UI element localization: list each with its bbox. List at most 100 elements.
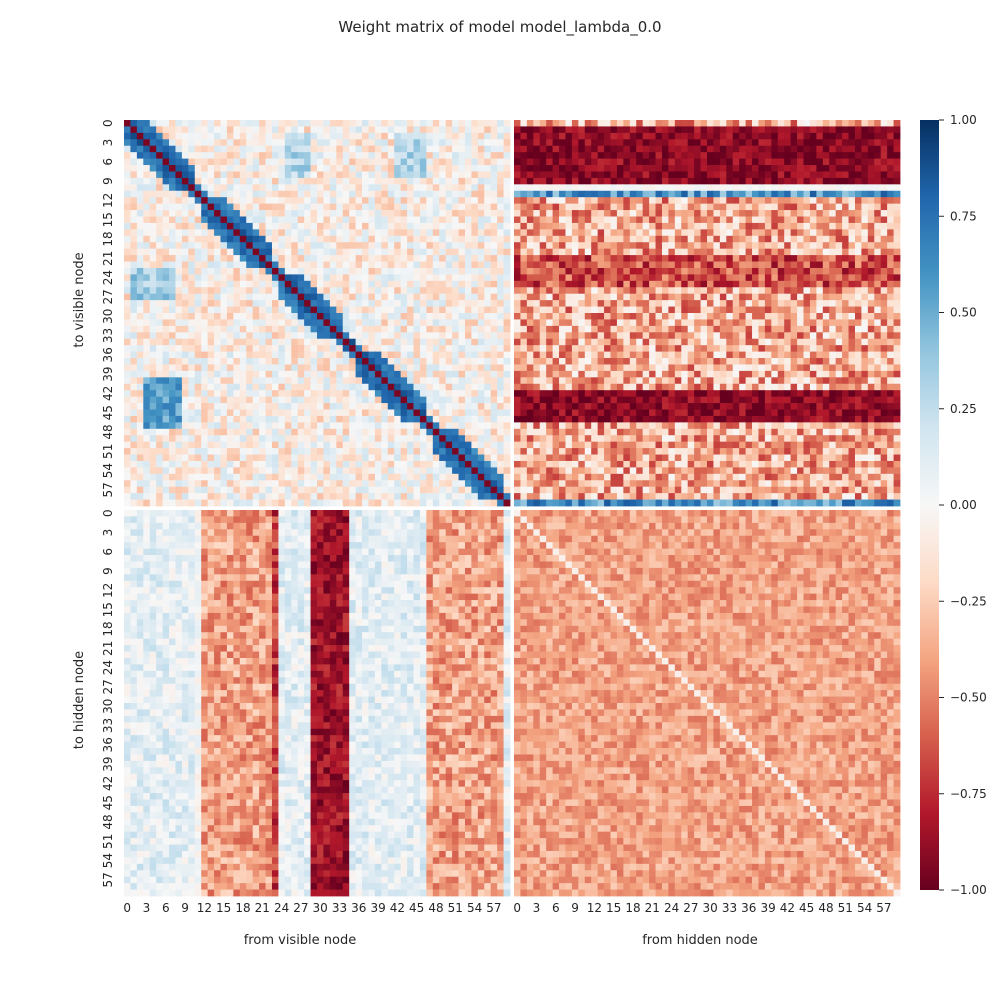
heatmap-cell-vv: [458, 190, 466, 198]
heatmap-cell-vv: [136, 126, 144, 134]
heatmap-cell-vv: [246, 377, 254, 385]
heatmap-cell-vv: [490, 287, 498, 295]
heatmap-cell-vv: [175, 428, 183, 436]
heatmap-cell-vh: [745, 132, 753, 140]
heatmap-cell-vv: [265, 480, 273, 488]
heatmap-cell-vh: [719, 132, 727, 140]
heatmap-cell-vh: [848, 210, 856, 217]
heatmap-cell-vv: [246, 313, 254, 320]
heatmap-cell-vv: [310, 177, 318, 185]
heatmap-cell-vv: [149, 383, 157, 391]
heatmap-cell-vv: [374, 158, 382, 166]
heatmap-cell-vv: [419, 345, 427, 352]
heatmap-cell-vv: [201, 403, 209, 410]
heatmap-cell-vv: [439, 158, 447, 166]
heatmap-cell-vv: [323, 126, 331, 134]
heatmap-cell-vv: [169, 364, 176, 372]
heatmap-cell-vv: [271, 242, 279, 250]
heatmap-cell-vv: [368, 242, 376, 250]
heatmap-cell-vv: [162, 255, 170, 262]
heatmap-cell-vh: [514, 242, 521, 250]
heatmap-cell-vv: [271, 210, 279, 217]
heatmap-cell-vh: [514, 222, 521, 230]
heatmap-cell-vv: [297, 460, 305, 468]
heatmap-cell-vv: [413, 396, 421, 404]
heatmap-cell-vh: [854, 184, 862, 192]
heatmap-cell-vh: [520, 190, 528, 198]
heatmap-cell-vv: [400, 364, 408, 372]
heatmap-cell-vh: [816, 132, 824, 140]
heatmap-cell-vv: [207, 190, 215, 198]
heatmap-cell-vv: [233, 222, 241, 230]
heatmap-cell-vv: [201, 229, 209, 237]
heatmap-cell-vv: [329, 448, 337, 455]
heatmap-cell-vv: [291, 370, 299, 378]
heatmap-cell-vv: [233, 120, 241, 127]
heatmap-cell-vv: [162, 454, 170, 462]
heatmap-cell-vv: [156, 473, 163, 481]
heatmap-cell-vh: [848, 190, 856, 198]
heatmap-cell-vh: [726, 248, 734, 256]
heatmap-cell-vh: [668, 242, 676, 250]
heatmap-cell-vv: [136, 390, 144, 398]
heatmap-cell-vh: [700, 197, 708, 205]
heatmap-cell-vv: [323, 486, 331, 494]
heatmap-cell-vv: [349, 351, 356, 359]
heatmap-cell-vv: [169, 158, 176, 166]
heatmap-cell-vv: [239, 120, 247, 127]
heatmap-cell-vv: [130, 255, 138, 262]
heatmap-cell-vv: [484, 370, 492, 378]
heatmap-cell-vv: [162, 184, 170, 192]
heatmap-cell-vv: [432, 274, 440, 282]
heatmap-cell-vh: [539, 139, 547, 147]
heatmap-cell-vv: [188, 132, 196, 140]
heatmap-cell-vh: [874, 139, 882, 147]
heatmap-cell-vv: [381, 428, 389, 436]
heatmap-cell-vh: [732, 248, 740, 256]
heatmap-cell-vv: [181, 287, 189, 295]
heatmap-cell-vh: [610, 120, 618, 127]
heatmap-cell-vv: [497, 229, 504, 237]
heatmap-cell-vh: [591, 120, 599, 127]
heatmap-cell-vv: [130, 332, 138, 340]
heatmap-cell-vv: [226, 300, 234, 307]
heatmap-cell-vh: [571, 177, 579, 185]
heatmap-cell-vv: [130, 145, 138, 153]
heatmap-cell-vv: [497, 248, 504, 256]
heatmap-cell-vv: [226, 152, 234, 159]
heatmap-cell-vv: [458, 171, 466, 179]
heatmap-cell-vv: [323, 152, 331, 159]
heatmap-cell-vh: [539, 261, 547, 269]
heatmap-cell-vv: [194, 280, 202, 288]
heatmap-cell-vv: [169, 152, 176, 159]
heatmap-cell-vh: [719, 229, 727, 237]
heatmap-cell-vv: [194, 383, 202, 391]
heatmap-cell-vv: [194, 377, 202, 385]
heatmap-cell-vh: [887, 190, 894, 198]
heatmap-cell-vv: [336, 300, 344, 307]
heatmap-cell-vv: [368, 351, 376, 359]
heatmap-cell-vv: [136, 467, 144, 475]
heatmap-cell-vv: [497, 345, 504, 352]
heatmap-cell-vv: [156, 313, 163, 320]
heatmap-cell-vv: [381, 190, 389, 198]
heatmap-cell-vv: [175, 364, 183, 372]
heatmap-cell-vh: [777, 222, 785, 230]
heatmap-cell-vv: [464, 364, 472, 372]
heatmap-cell-vv: [432, 280, 440, 288]
heatmap-cell-vh: [687, 145, 695, 153]
heatmap-cell-vv: [214, 152, 221, 159]
heatmap-cell-vv: [317, 222, 324, 230]
heatmap-cell-vv: [432, 255, 440, 262]
heatmap-cell-vh: [552, 210, 560, 217]
heatmap-cell-vv: [162, 441, 170, 449]
heatmap-cell-vv: [284, 448, 292, 455]
heatmap-cell-vv: [162, 306, 170, 314]
heatmap-cell-vv: [304, 216, 311, 224]
heatmap-cell-vh: [668, 126, 676, 134]
heatmap-cell-vv: [149, 377, 157, 385]
heatmap-cell-vv: [413, 158, 421, 166]
heatmap-cell-vv: [194, 486, 202, 494]
heatmap-cell-vh: [578, 216, 586, 224]
heatmap-cell-vv: [368, 177, 376, 185]
